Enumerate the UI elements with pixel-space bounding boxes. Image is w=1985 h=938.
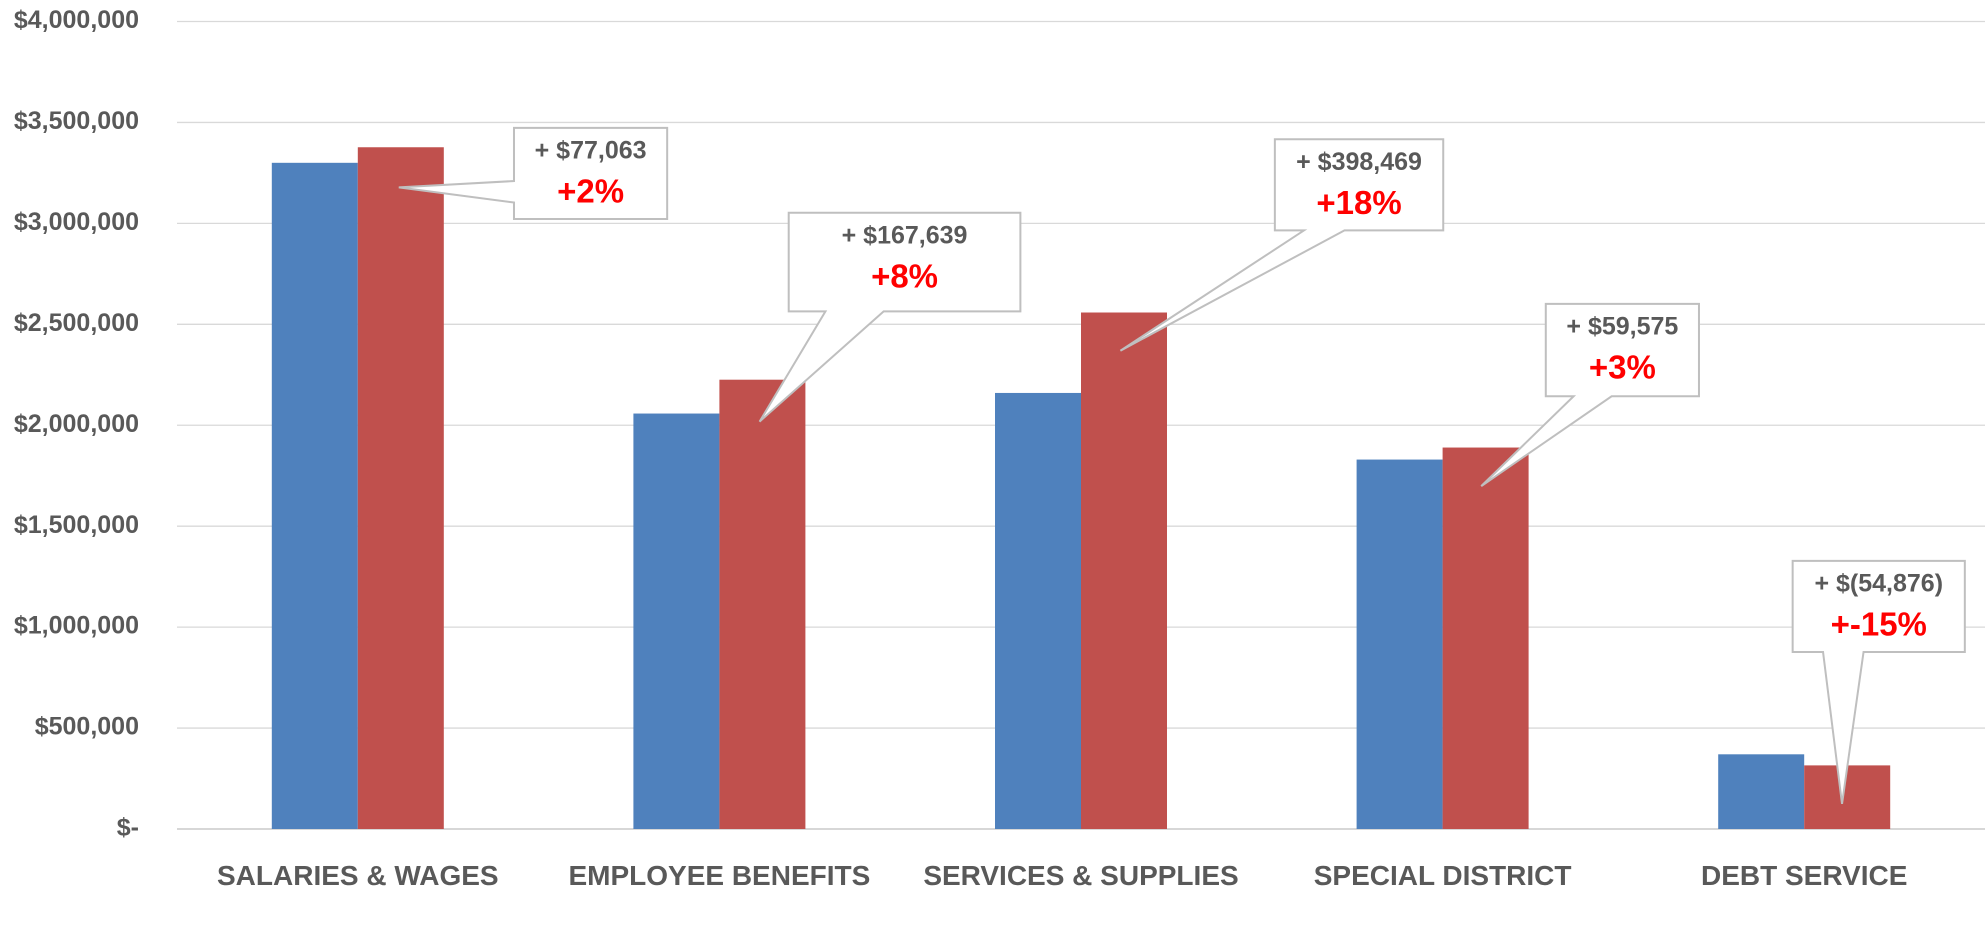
y-tick-label: $2,500,000 [14, 309, 139, 337]
annotation-change: +8% [871, 257, 938, 294]
bar [995, 392, 1081, 829]
callout-box [1480, 302, 1700, 487]
y-tick-label: $3,500,000 [14, 107, 139, 135]
y-tick-label: $- [117, 814, 139, 842]
y-tick-label: $3,000,000 [14, 208, 139, 236]
callout-box [1119, 138, 1445, 352]
annotation-change: +-15% [1831, 606, 1927, 643]
y-tick-label: $1,500,000 [14, 511, 139, 539]
bar [1804, 765, 1891, 829]
x-tick-label: SERVICES & SUPPLIES [923, 860, 1239, 891]
annotation-amount: + $59,575 [1566, 312, 1678, 340]
x-tick-label: SALARIES & WAGES [217, 860, 499, 891]
bar [633, 413, 720, 829]
bar [1718, 754, 1805, 829]
callout-box [758, 211, 1022, 423]
annotation-amount: + $77,063 [535, 136, 647, 164]
annotation-change: +3% [1589, 349, 1656, 386]
x-tick-label: SPECIAL DISTRICT [1313, 860, 1572, 891]
annotation-amount: + $(54,876) [1814, 569, 1943, 597]
y-tick-label: $500,000 [35, 713, 139, 741]
callout-box [1791, 559, 1966, 805]
bar [1081, 312, 1167, 830]
bar [271, 162, 358, 829]
x-tick-label: EMPLOYEE BENEFITS [568, 860, 871, 891]
x-tick-label: DEBT SERVICE [1700, 860, 1908, 891]
callout-box [398, 126, 669, 221]
annotation-amount: + $398,469 [1296, 148, 1422, 176]
y-tick-label: $2,000,000 [14, 410, 139, 438]
annotation-amount: + $167,639 [842, 221, 968, 249]
annotation-change: +2% [557, 173, 624, 210]
y-tick-label: $4,000,000 [14, 6, 139, 34]
annotation-change: +18% [1316, 184, 1401, 221]
bar [1442, 447, 1529, 829]
bar [719, 379, 806, 829]
bar [1356, 459, 1443, 829]
bar [357, 147, 444, 830]
y-tick-label: $1,000,000 [14, 612, 139, 640]
